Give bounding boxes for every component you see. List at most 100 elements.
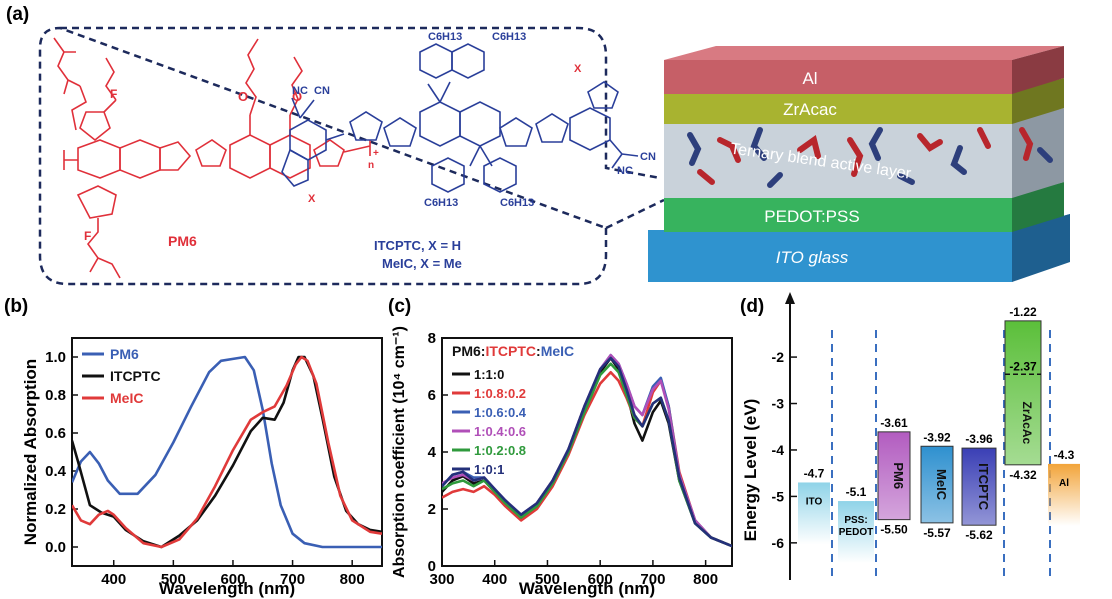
x-axis-label: Wavelength (nm) bbox=[159, 579, 295, 598]
x-tick-label: 700 bbox=[640, 571, 665, 588]
cn-label-2: CN bbox=[640, 151, 656, 163]
x-tick-label: 600 bbox=[220, 571, 245, 588]
x-label-2: X bbox=[574, 63, 582, 75]
y-tick-label: 0.4 bbox=[45, 463, 67, 480]
legend-label: MeIC bbox=[110, 390, 143, 406]
level-mid-value: -2.37 bbox=[1009, 359, 1037, 373]
x-tick-label: 700 bbox=[280, 571, 305, 588]
cn-label-1: CN bbox=[314, 85, 330, 97]
energy-level-box bbox=[1048, 463, 1080, 526]
nc-label-2: NC bbox=[617, 165, 633, 177]
legend-label: 1:0.6:0.4 bbox=[474, 405, 527, 420]
panel-d-label: (d) bbox=[740, 296, 765, 317]
energy-level-box bbox=[1004, 320, 1042, 466]
level-bottom-value: -4.32 bbox=[1009, 468, 1037, 482]
panel-b-label: (b) bbox=[4, 296, 29, 317]
y-tick-label: 1.0 bbox=[45, 349, 66, 366]
legend-title: PM6:ITCPTC:MeIC bbox=[452, 343, 574, 359]
y-axis-arrow-icon bbox=[785, 292, 795, 304]
x-tick-label: 300 bbox=[429, 571, 454, 588]
level-name: Al bbox=[1059, 478, 1069, 489]
y-tick-label: -3 bbox=[772, 396, 785, 412]
level-top-value: -3.92 bbox=[923, 430, 951, 444]
level-bottom-value: -5.57 bbox=[923, 526, 951, 540]
plot-frame bbox=[71, 337, 383, 567]
layer-pedot-label: PEDOT:PSS bbox=[764, 207, 859, 226]
pm6-structure bbox=[53, 37, 371, 279]
series-line-5 bbox=[442, 356, 732, 548]
y-tick-label: 2 bbox=[428, 501, 436, 518]
fluorine-label-1: F bbox=[110, 87, 117, 101]
panel-a-label: (a) bbox=[6, 4, 30, 25]
legend-label: 1:1:0 bbox=[474, 367, 504, 382]
level-name: PEDOT bbox=[839, 527, 873, 538]
layer-ito-label: ITO glass bbox=[776, 248, 849, 267]
fluorine-label-2: F bbox=[84, 229, 91, 243]
x-tick-label: 600 bbox=[588, 571, 613, 588]
level-top-value: -3.61 bbox=[880, 416, 908, 430]
y-tick-label: 8 bbox=[428, 330, 436, 347]
level-name: PM6 bbox=[891, 462, 906, 489]
energy-level-box bbox=[961, 447, 997, 526]
legend-label: 1:0.4:0.6 bbox=[474, 424, 526, 439]
legend-label: ITCPTC bbox=[110, 368, 161, 384]
level-name: ZrAcAc bbox=[1020, 402, 1034, 445]
oxygen-label-2: O bbox=[292, 89, 302, 104]
y-tick-label: -4 bbox=[772, 442, 785, 458]
level-top-value: -4.3 bbox=[1054, 448, 1075, 462]
legend-label: 1:0:1 bbox=[474, 462, 504, 477]
oxygen-label-1: O bbox=[238, 89, 248, 104]
level-name: MeIC bbox=[934, 469, 949, 501]
level-top-value: -1.22 bbox=[1009, 305, 1037, 319]
itcptc-definition: ITCPTC, X = H bbox=[374, 238, 461, 253]
panel-c-label: (c) bbox=[388, 296, 412, 317]
level-bottom-value: -5.62 bbox=[965, 528, 993, 542]
level-top-value: -4.7 bbox=[804, 466, 825, 480]
c6h13-label-2: C6H13 bbox=[492, 31, 526, 43]
y-tick-label: -5 bbox=[772, 488, 785, 504]
legend-label: PM6 bbox=[110, 346, 139, 362]
x-axis-label: Wavelength (nm) bbox=[519, 579, 655, 598]
x-tick-label: 500 bbox=[161, 571, 186, 588]
absorption-chart: 400 500 600 700 800 0.0 0.2 0.4 0.6 0.8 1.0 Normal… bbox=[21, 337, 383, 598]
x-tick-label: 400 bbox=[482, 571, 507, 588]
y-tick-label: 0 bbox=[428, 558, 436, 575]
pm6-label: PM6 bbox=[168, 233, 197, 249]
y-tick-label: -2 bbox=[772, 349, 785, 365]
panel-a-figure: O O F F n + PM6 C6H13 C6H13 C6H13 C6H13 … bbox=[38, 26, 1070, 286]
c6h13-label-1: C6H13 bbox=[428, 31, 462, 43]
absorption-coefficient-chart: 300 400 500 600 700 800 0 2 4 6 8 Absorption coeff… bbox=[391, 326, 733, 598]
energy-level-box bbox=[798, 482, 830, 545]
level-bottom-value: -5.50 bbox=[880, 523, 908, 537]
meic-definition: MeIC, X = Me bbox=[382, 256, 462, 271]
y-tick-label: 0.8 bbox=[45, 387, 66, 404]
level-name: PSS: bbox=[844, 515, 867, 526]
series-line-2 bbox=[72, 355, 382, 549]
nc-label-1: NC bbox=[292, 85, 308, 97]
legend-title-part: : bbox=[481, 343, 486, 359]
y-tick-label: 0.2 bbox=[45, 501, 66, 518]
legend-title-part: : bbox=[536, 343, 541, 359]
legend-title-part: ITCPTC bbox=[485, 343, 536, 359]
layer-zracac-label: ZrAcac bbox=[783, 100, 837, 119]
c6h13-label-4: C6H13 bbox=[500, 197, 534, 209]
repeat-plus-label: + bbox=[373, 148, 379, 159]
x-tick-label: 800 bbox=[340, 571, 365, 588]
x-tick-label: 800 bbox=[693, 571, 718, 588]
repeat-n-label: n bbox=[368, 160, 374, 171]
legend-label: 1:0.8:0.2 bbox=[474, 386, 526, 401]
acceptor-structure bbox=[281, 43, 639, 193]
level-name: ITCPTC bbox=[976, 463, 991, 511]
series-line-0 bbox=[72, 355, 382, 549]
layer-al-label: Al bbox=[802, 69, 817, 88]
y-axis-label: Normalized Absorption bbox=[21, 359, 40, 545]
energy-level-box bbox=[920, 445, 954, 524]
legend-title-part: MeIC bbox=[541, 343, 574, 359]
energy-level-box bbox=[838, 501, 874, 564]
y-tick-label: 0.0 bbox=[45, 539, 66, 556]
y-tick-label: 0.6 bbox=[45, 425, 66, 442]
legend-label: 1:0.2:0.8 bbox=[474, 443, 526, 458]
energy-level-diagram: Energy Level (eV) -6 -5 -4 -3 -2 -4.7 ITO -5.1… bbox=[741, 292, 1080, 580]
y-axis-label: Absorption coefficient (10⁴ cm⁻¹) bbox=[391, 326, 408, 578]
level-name: ITO bbox=[806, 496, 823, 507]
